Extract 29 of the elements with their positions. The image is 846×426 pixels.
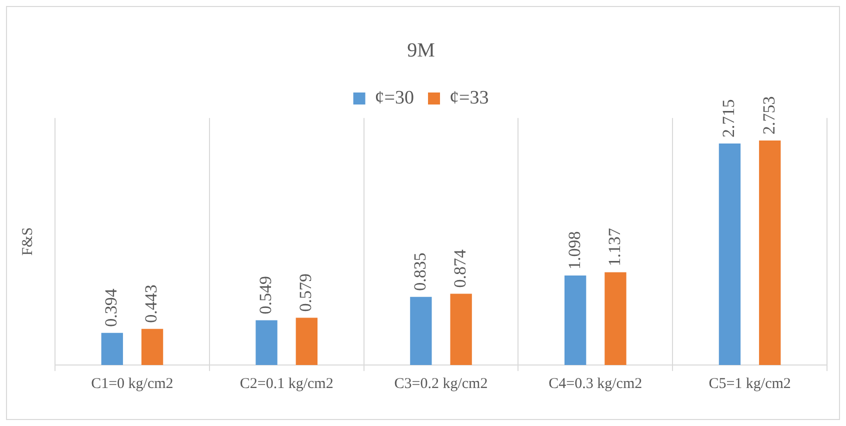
bar — [296, 318, 318, 365]
bar — [564, 275, 586, 365]
chart-title: 9M — [407, 39, 436, 62]
data-label: 0.549 — [256, 276, 275, 314]
bar — [101, 332, 123, 365]
x-tick-label: C3=0.2 kg/cm2 — [394, 376, 488, 392]
bar — [450, 294, 472, 365]
bar — [604, 272, 626, 365]
x-tick-label: C1=0 kg/cm2 — [91, 376, 174, 392]
legend-label: ¢=30 — [374, 87, 414, 108]
data-label: 0.874 — [450, 248, 470, 288]
legend-label: ¢=33 — [450, 87, 489, 108]
data-label: 1.098 — [564, 231, 584, 270]
y-axis-title: F&S — [20, 227, 36, 256]
data-label: 0.443 — [142, 284, 161, 323]
x-tick-label: C2=0.1 kg/cm2 — [240, 376, 334, 392]
data-label: 2.715 — [719, 99, 738, 138]
data-label: 1.137 — [604, 228, 624, 266]
x-tick-label: C4=0.3 kg/cm2 — [548, 376, 642, 392]
bar — [256, 320, 278, 365]
data-label: 0.394 — [102, 288, 121, 327]
bar — [410, 296, 432, 365]
bar — [718, 144, 741, 365]
bar — [141, 328, 164, 365]
data-label: 2.753 — [759, 96, 778, 134]
x-tick-label: C5=1 kg/cm2 — [708, 376, 791, 392]
data-label: 0.835 — [410, 252, 430, 291]
bar — [759, 140, 781, 365]
data-label: 0.579 — [296, 274, 316, 312]
